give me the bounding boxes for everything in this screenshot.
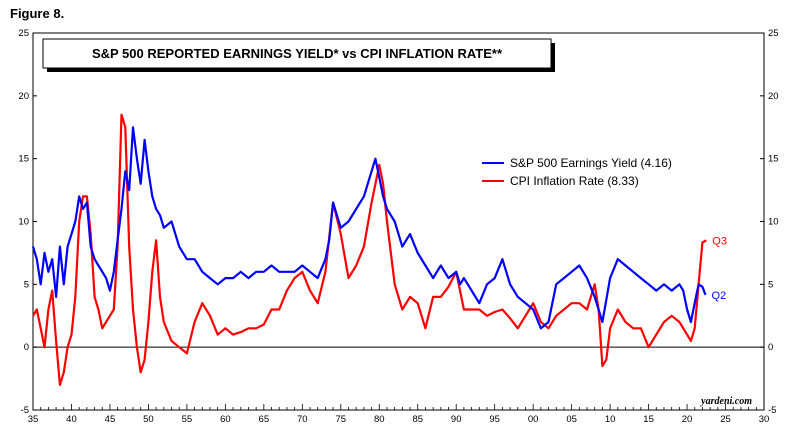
y-tick-label-right: 15 bbox=[768, 154, 779, 165]
x-tick-label: 30 bbox=[759, 414, 770, 425]
y-tick-label-left: 25 bbox=[18, 28, 29, 39]
x-tick-label: 80 bbox=[374, 414, 385, 425]
chart-title: S&P 500 REPORTED EARNINGS YIELD* vs CPI … bbox=[92, 46, 503, 61]
x-tick-label: 40 bbox=[66, 414, 77, 425]
x-tick-label: 10 bbox=[605, 414, 616, 425]
legend-label-earnings-yield: S&P 500 Earnings Yield (4.16) bbox=[510, 156, 672, 170]
plot-frame bbox=[32, 32, 765, 411]
chart-title-box bbox=[42, 38, 552, 69]
x-tick-label: 90 bbox=[451, 414, 462, 425]
x-tick-label: 95 bbox=[489, 414, 500, 425]
y-tick-label-right: 0 bbox=[768, 342, 773, 353]
y-tick-label-left: 20 bbox=[18, 91, 29, 102]
x-tick-label: 15 bbox=[643, 414, 654, 425]
x-tick-label: 75 bbox=[336, 414, 347, 425]
x-tick-label: 50 bbox=[143, 414, 154, 425]
series-line-cpi-inflation bbox=[32, 113, 707, 386]
x-tick-label: 05 bbox=[566, 414, 577, 425]
x-tick-label: 70 bbox=[297, 414, 308, 425]
x-tick-label: 25 bbox=[720, 414, 731, 425]
y-tick-label-right: 20 bbox=[768, 91, 779, 102]
y-tick-label-right: -5 bbox=[768, 405, 776, 416]
x-tick-label: 85 bbox=[412, 414, 423, 425]
annotation-q2: Q2 bbox=[712, 290, 727, 302]
x-tick-label: 55 bbox=[182, 414, 193, 425]
y-tick-label-left: 15 bbox=[18, 154, 29, 165]
x-tick-label: 00 bbox=[528, 414, 539, 425]
x-tick-label: 35 bbox=[28, 414, 39, 425]
y-tick-label-right: 10 bbox=[768, 217, 779, 228]
x-tick-label: 20 bbox=[682, 414, 693, 425]
figure-label: Figure 8. bbox=[10, 6, 65, 21]
y-tick-label-right: 5 bbox=[768, 279, 773, 290]
y-tick-label-left: -5 bbox=[21, 405, 29, 416]
series-line-earnings-yield bbox=[31, 126, 707, 330]
x-tick-label: 45 bbox=[105, 414, 116, 425]
legend-label-cpi-inflation: CPI Inflation Rate (8.33) bbox=[510, 174, 639, 188]
x-tick-label: 60 bbox=[220, 414, 231, 425]
source-credit: yardeni.com bbox=[700, 396, 752, 407]
y-tick-label-left: 5 bbox=[24, 279, 29, 290]
annotation-q3: Q3 bbox=[712, 235, 727, 247]
y-tick-label-left: 10 bbox=[18, 217, 29, 228]
y-tick-label-left: 0 bbox=[24, 342, 29, 353]
x-tick-label: 65 bbox=[259, 414, 270, 425]
y-tick-label-right: 25 bbox=[768, 28, 779, 39]
